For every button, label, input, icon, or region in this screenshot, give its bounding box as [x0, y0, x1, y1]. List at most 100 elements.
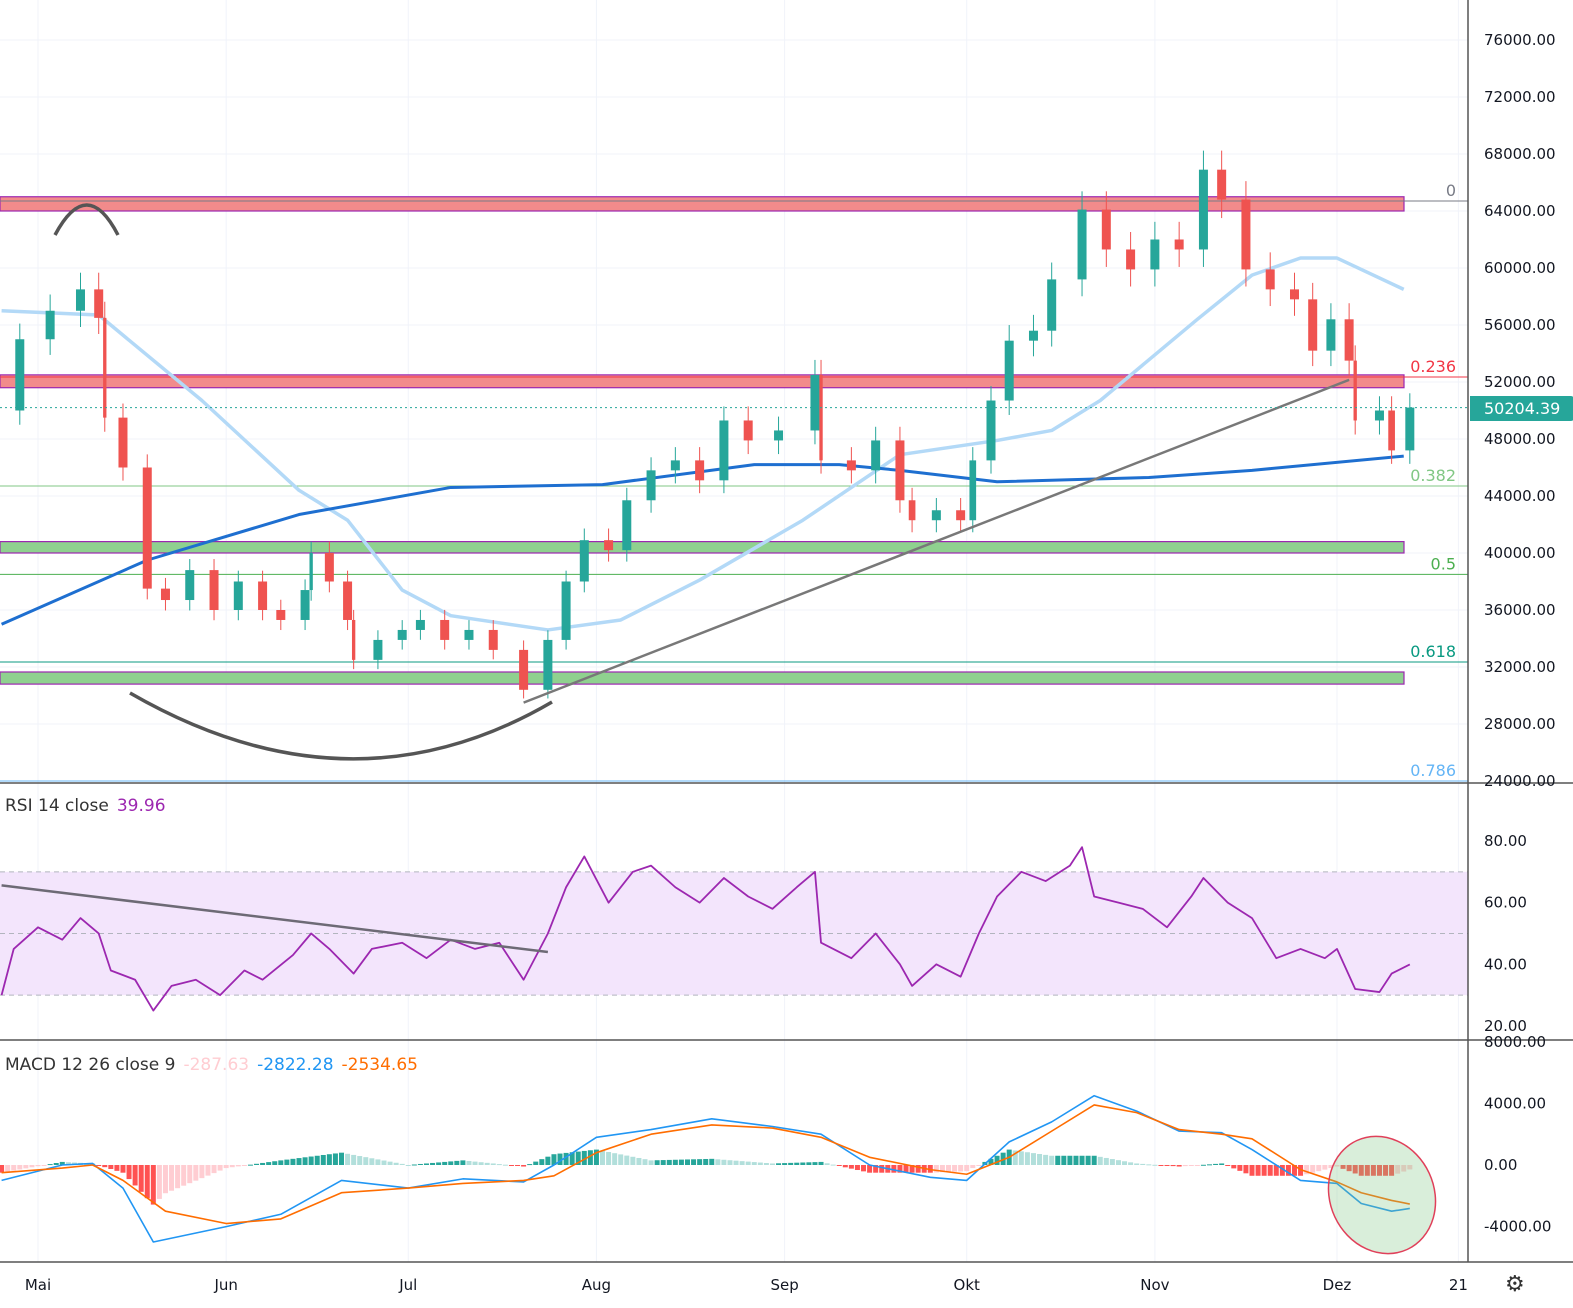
macd-histogram-bar: [1322, 1165, 1328, 1170]
candle-body: [1126, 249, 1136, 270]
candle-body: [397, 629, 407, 640]
macd-histogram-bar: [1328, 1165, 1334, 1169]
macd-histogram-bar: [247, 1164, 253, 1166]
macd-histogram-bar: [260, 1162, 266, 1165]
macd-histogram-bar: [873, 1165, 879, 1173]
candle-body: [1004, 340, 1014, 401]
macd-histogram-bar: [654, 1160, 660, 1165]
macd-histogram-bar: [964, 1165, 970, 1172]
fib-label: 0.236: [1410, 357, 1456, 376]
macd-histogram-bar: [108, 1165, 114, 1170]
macd-histogram-bar: [23, 1165, 29, 1169]
fib-label: 0.5: [1431, 554, 1456, 573]
macd-histogram-bar: [1267, 1165, 1273, 1176]
time-axis-label: Okt: [954, 1276, 980, 1294]
candle-body: [1077, 209, 1087, 280]
macd-signal-line: [1, 1104, 1410, 1225]
candle-body: [1388, 410, 1395, 451]
macd-histogram-bar: [363, 1157, 369, 1165]
macd-histogram-bar: [181, 1165, 187, 1186]
macd-histogram-bar: [533, 1161, 539, 1165]
macd-histogram-bar: [800, 1162, 806, 1165]
candle-body: [986, 400, 996, 461]
rsi-trendline: [1, 884, 549, 954]
macd-histogram-bar: [156, 1165, 162, 1199]
macd-histogram-bar: [691, 1159, 697, 1165]
sr-zone: [0, 671, 1405, 685]
macd-histogram-bar: [205, 1165, 211, 1176]
macd-histogram-bar: [757, 1162, 763, 1165]
macd-histogram-bar: [47, 1164, 53, 1166]
macd-histogram-bar: [642, 1159, 648, 1165]
ma-fast-line: [1, 256, 1405, 632]
macd-histogram-bar: [502, 1164, 508, 1166]
macd-histogram-bar: [1097, 1156, 1103, 1165]
macd-histogram-bar: [1194, 1165, 1200, 1166]
bottom-arc-drawing: [129, 691, 553, 761]
price-axis-tick: 28000.00: [1484, 715, 1556, 733]
candle-body: [276, 610, 286, 620]
macd-histogram-bar: [897, 1165, 903, 1173]
candle-body: [719, 420, 729, 481]
candle-body: [622, 500, 632, 551]
macd-histogram-bar: [357, 1156, 363, 1165]
candle-body: [604, 540, 614, 551]
candle-body: [871, 440, 881, 471]
macd-histogram-bar: [672, 1159, 678, 1165]
macd-histogram-bar: [1018, 1151, 1024, 1165]
gear-icon[interactable]: ⚙: [1505, 1272, 1525, 1297]
macd-histogram-bar: [332, 1153, 338, 1165]
candle-body: [846, 460, 856, 471]
macd-histogram-bar: [1243, 1165, 1249, 1174]
macd-histogram-bar: [842, 1165, 848, 1168]
macd-histogram-bar: [733, 1160, 739, 1165]
candle-body: [142, 467, 152, 589]
price-axis-tick: 56000.00: [1484, 316, 1556, 334]
macd-histogram-bar: [41, 1165, 47, 1166]
macd-line: [1, 1094, 1410, 1243]
candle-body: [810, 374, 820, 431]
macd-histogram-bar: [17, 1165, 23, 1170]
macd-histogram-bar: [994, 1155, 1000, 1165]
macd-histogram-bar: [65, 1162, 71, 1165]
macd-histogram-bar: [1376, 1165, 1382, 1176]
macd-histogram-bar: [193, 1165, 199, 1181]
macd-histogram-bar: [1370, 1165, 1376, 1176]
macd-histogram-bar: [175, 1165, 181, 1189]
macd-histogram-bar: [254, 1163, 260, 1165]
price-axis-tick: 32000.00: [1484, 658, 1556, 676]
macd-histogram-bar: [1043, 1154, 1049, 1165]
macd-histogram-bar: [296, 1158, 302, 1165]
macd-histogram-bar: [1279, 1165, 1285, 1176]
candle-body: [464, 629, 474, 640]
candle-body: [1265, 269, 1275, 290]
price-axis-tick: 48000.00: [1484, 430, 1556, 448]
candle-body: [300, 590, 310, 620]
candle-body: [1101, 209, 1111, 250]
rsi-axis-tick: 60.00: [1484, 894, 1527, 912]
macd-histogram-bar: [436, 1162, 442, 1165]
candle-body: [103, 317, 107, 418]
macd-histogram-bar: [211, 1165, 217, 1174]
macd-histogram-bar: [1352, 1165, 1358, 1174]
macd-histogram-bar: [600, 1150, 606, 1165]
macd-histogram-bar: [569, 1152, 575, 1165]
candle-body: [160, 588, 170, 601]
macd-signal-value: -2534.65: [341, 1055, 418, 1075]
macd-histogram-bar: [630, 1156, 636, 1165]
macd-histogram-bar: [1231, 1165, 1237, 1169]
candle-body: [258, 581, 268, 610]
macd-histogram-bar: [848, 1165, 854, 1169]
rsi-axis-tick: 20.00: [1484, 1017, 1527, 1035]
macd-histogram-bar: [915, 1165, 921, 1173]
macd-histogram-bar: [484, 1162, 490, 1165]
candle-body: [415, 619, 425, 630]
macd-histogram-bar: [1364, 1165, 1370, 1176]
macd-histogram-bar: [5, 1165, 11, 1172]
macd-histogram-bar: [1249, 1165, 1255, 1176]
macd-histogram-bar: [314, 1155, 320, 1165]
macd-histogram-bar: [970, 1165, 976, 1169]
price-axis-tick: 36000.00: [1484, 601, 1556, 619]
macd-histogram-bar: [1407, 1165, 1413, 1170]
